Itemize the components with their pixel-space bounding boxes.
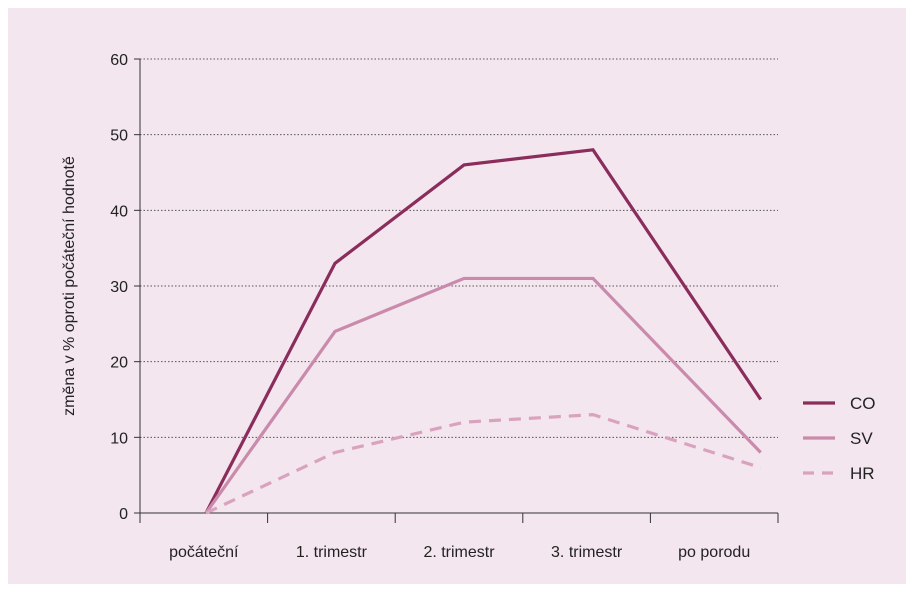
chart-background xyxy=(8,8,906,584)
legend-label-co: CO xyxy=(850,394,876,413)
chart-panel: 0 10 20 30 40 50 60 počáteční 1. trimestr 2. tri… xyxy=(8,8,906,584)
y-tick-label: 60 xyxy=(110,52,128,69)
y-tick-label: 20 xyxy=(110,355,128,372)
y-tick-label: 40 xyxy=(110,203,128,220)
legend: CO SV HR xyxy=(803,394,876,483)
y-tick-label: 30 xyxy=(110,279,128,296)
x-tick-label: po porodu xyxy=(678,544,750,561)
axes xyxy=(134,58,779,523)
grid-lines xyxy=(140,58,778,438)
y-tick-label: 0 xyxy=(119,506,128,523)
series-lines xyxy=(204,148,763,515)
x-tick-label: 2. trimestr xyxy=(423,544,495,561)
line-chart: 0 10 20 30 40 50 60 počáteční 1. trimestr 2. tri… xyxy=(8,8,906,584)
x-tick-labels: počáteční 1. trimestr 2. trimestr 3. trimes… xyxy=(169,544,750,561)
x-tick-label: počáteční xyxy=(169,544,239,561)
y-tick-label: 10 xyxy=(110,430,128,447)
series-line-sv xyxy=(204,276,762,514)
x-tick-label: 3. trimestr xyxy=(551,544,623,561)
legend-label-sv: SV xyxy=(850,429,873,448)
series-line-hr xyxy=(205,413,762,515)
x-tick-label: 1. trimestr xyxy=(296,544,368,561)
y-tick-label: 50 xyxy=(110,128,128,145)
y-axis-title: změna v % oproti počáteční hodnotě xyxy=(61,156,78,416)
y-tick-labels: 0 10 20 30 40 50 60 xyxy=(110,52,128,523)
series-line-co xyxy=(204,148,763,514)
legend-label-hr: HR xyxy=(850,464,875,483)
